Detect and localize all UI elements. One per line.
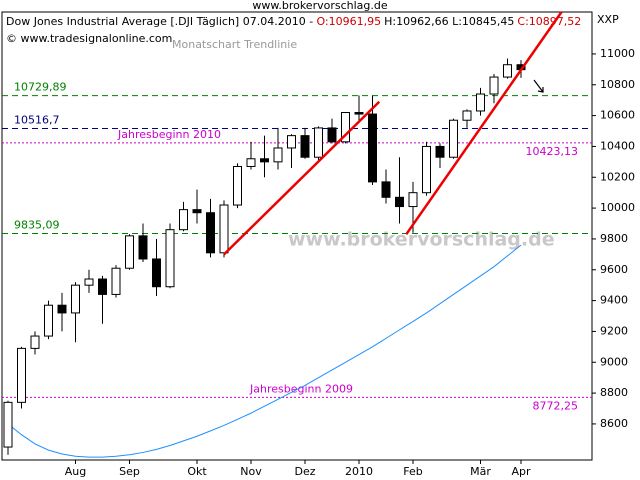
y-tick-label: 9200 — [600, 324, 628, 337]
candle-body — [354, 112, 364, 115]
candle-body — [206, 212, 215, 254]
y-tick-label: 9600 — [600, 263, 628, 276]
candle-body — [260, 158, 269, 163]
level-text: Jahresbeginn 2010 — [117, 128, 221, 141]
candle-body — [125, 235, 134, 269]
candle-body — [71, 284, 80, 314]
y-tick-label: 11000 — [600, 47, 635, 60]
candle-body — [17, 347, 26, 403]
candle-body — [341, 112, 350, 143]
x-tick-label: Aug — [65, 465, 86, 478]
x-tick-label: Mär — [470, 465, 491, 478]
candle-body — [314, 127, 323, 158]
level-label: 10729,89 — [14, 81, 67, 94]
moving-average — [7, 244, 522, 458]
y-tick-label: 10800 — [600, 78, 635, 91]
candle-body — [327, 127, 337, 143]
candle-body — [462, 110, 472, 121]
watermark: www.brokervorschlag.de — [288, 229, 555, 251]
y-tick-label: 10200 — [600, 170, 635, 183]
candle-body — [98, 278, 107, 295]
candle-body — [422, 145, 431, 194]
candle-body — [138, 235, 148, 260]
x-tick-label: Nov — [240, 465, 262, 478]
candle-body — [287, 135, 296, 149]
level-label: 9835,09 — [14, 219, 60, 232]
copyright: © www.tradesignalonline.com — [6, 32, 172, 45]
candle-body — [165, 229, 175, 288]
candle-body — [381, 181, 391, 198]
chart-title: Dow Jones Industrial Average [.DJI Tägli… — [6, 15, 581, 28]
candle-body — [233, 165, 242, 206]
candle-body — [489, 76, 499, 95]
x-tick-label: 2010 — [345, 465, 373, 478]
candle-body — [44, 304, 53, 337]
candle-body — [3, 401, 13, 448]
x-tick-label: Sep — [119, 465, 140, 478]
plot-frame — [1, 11, 593, 461]
site-header: www.brokervorschlag.de — [252, 0, 388, 12]
candle-body — [300, 135, 310, 158]
candle-body — [435, 145, 445, 158]
ohlc-open: O:10961,95 — [316, 15, 381, 28]
axis-code: XXP — [597, 13, 619, 26]
level-text: Jahresbeginn 2009 — [249, 382, 353, 395]
candle-body — [503, 64, 512, 78]
y-tick-label: 8800 — [600, 386, 628, 399]
arrow — [533, 79, 544, 93]
y-tick-label: 10600 — [600, 109, 635, 122]
level-label: 10516,7 — [14, 113, 60, 126]
candle-body — [408, 192, 418, 208]
y-tick-label: 10000 — [600, 201, 635, 214]
candle-body — [246, 158, 256, 167]
x-tick-label: Feb — [403, 465, 422, 478]
x-tick-label: Dez — [294, 465, 315, 478]
candle-body — [179, 209, 188, 231]
subtitle: Monatschart Trendlinie — [172, 38, 297, 51]
y-tick-label: 9400 — [600, 294, 628, 307]
x-tick-label: Apr — [511, 465, 531, 478]
candle-body — [30, 335, 40, 349]
ohlc-close: C:10897,52 — [517, 15, 581, 28]
candle-body — [84, 278, 94, 286]
title: Dow Jones Industrial Average [.DJI Tägli… — [6, 15, 313, 28]
candle-body — [273, 147, 283, 163]
candle-body — [395, 196, 404, 208]
candle-body — [57, 304, 67, 314]
candle-body — [368, 113, 377, 183]
candle-body — [449, 119, 458, 158]
ohlc-high-low: H:10962,66 L:10845,45 — [384, 15, 514, 28]
x-tick-label: Okt — [187, 465, 207, 478]
level-label: 8772,25 — [533, 399, 579, 412]
candle-body — [192, 209, 202, 214]
y-tick-label: 8600 — [600, 417, 628, 430]
candle-body — [152, 258, 161, 288]
y-tick-label: 9000 — [600, 355, 628, 368]
trendline — [223, 100, 381, 256]
candle-body — [476, 93, 485, 112]
y-tick-label: 10400 — [600, 139, 635, 152]
candle-body — [111, 267, 121, 295]
candle-body — [219, 204, 229, 254]
trendline — [405, 11, 563, 236]
y-tick-label: 9800 — [600, 232, 628, 245]
level-label: 10423,13 — [526, 145, 579, 158]
